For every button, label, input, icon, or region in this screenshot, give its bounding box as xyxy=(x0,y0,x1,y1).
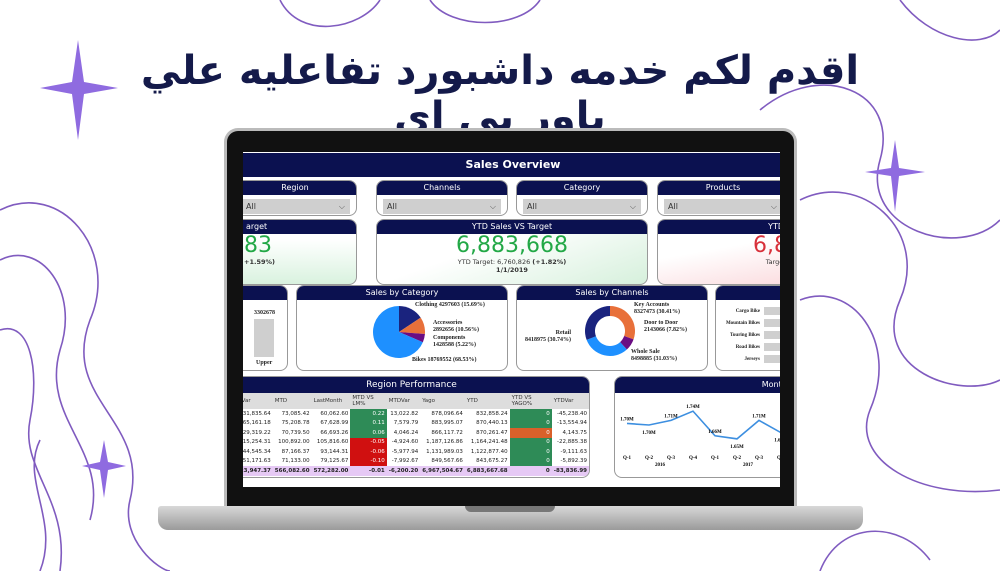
laptop-notch xyxy=(465,506,555,512)
kpi-ytd-sales-vs-target: YTD Sales VS Target 6,883,668 YTD Target: … xyxy=(376,219,648,285)
bar-label: Mountain Bikes xyxy=(725,321,760,326)
chevron-down-icon: ⌵ xyxy=(489,202,496,211)
category-pie xyxy=(373,306,425,358)
x-tick-label: Q-4 xyxy=(777,456,780,461)
bar xyxy=(764,343,780,351)
bar-label: Touring Bikes xyxy=(730,333,760,338)
slice[interactable] xyxy=(620,336,634,350)
x-tick-label: Q-1 xyxy=(711,456,720,461)
bar-label: Road Bikes xyxy=(735,345,760,350)
dashboard-screen: Sales Overview Region All ⌵ Channels All ⌵ C… xyxy=(243,152,780,487)
column-header[interactable]: YTD xyxy=(464,393,510,409)
column-header[interactable]: YTDVar xyxy=(551,393,589,409)
slicer-channels[interactable]: Channels All ⌵ xyxy=(376,180,508,216)
x-tick-label: Q-2 xyxy=(645,456,654,461)
kpi-card-right: YTD6,8Target: xyxy=(657,219,780,285)
dashboard-title: Sales Overview xyxy=(243,153,780,177)
monthly-chart-card: Monthl 1.70MQ-11.70MQ-21.71MQ-31.74MQ-41… xyxy=(614,376,780,478)
x-tick-label: Q-3 xyxy=(755,456,764,461)
data-label: 1.70M xyxy=(642,431,656,436)
bar xyxy=(764,331,780,339)
data-label: 1.74M xyxy=(686,405,700,410)
bar xyxy=(764,319,780,327)
column-header[interactable]: s_Var xyxy=(243,393,273,409)
sales-by-category-card: Sales by Category Clothing 4297603 (15.6… xyxy=(296,285,508,371)
data-label: 1.66M xyxy=(708,430,722,435)
slice[interactable] xyxy=(586,336,627,356)
slicer-region[interactable]: Region All ⌵ xyxy=(243,180,357,216)
column-header[interactable]: Yago xyxy=(420,393,465,409)
bar xyxy=(254,319,274,357)
slice[interactable] xyxy=(585,306,610,340)
channels-donut xyxy=(585,306,635,356)
data-label: 1.67M xyxy=(774,439,780,444)
region-performance-table: s_VarMTDLastMonthMTD VS LM%MTDVarYagoYTD… xyxy=(243,393,589,476)
x-tick-label: Q-3 xyxy=(667,456,676,461)
bar xyxy=(764,307,780,315)
products-bar-card: Cargo Bike Mountain Bikes Touring Bikes Roa… xyxy=(715,285,780,371)
slice[interactable] xyxy=(399,306,421,332)
series-line xyxy=(626,410,780,440)
table-row: 729,319.2270,739.5066,693.260.064,046.24… xyxy=(243,428,587,438)
monthly-line-chart: 1.70M Q-1 1.70M Q-2 1.71M Q-3 1.74M Q-4 1.66M Q-1… xyxy=(620,405,780,468)
slicer-category[interactable]: Category All ⌵ xyxy=(516,180,648,216)
x-tick-label: Q-4 xyxy=(689,456,698,461)
slice[interactable] xyxy=(373,306,423,358)
slice[interactable] xyxy=(610,306,635,340)
chevron-down-icon: ⌵ xyxy=(629,202,636,211)
table-row: 344,545.3487,166.3793,144.31-0.06-5,977.… xyxy=(243,447,587,457)
column-header[interactable]: MTD VS LM% xyxy=(350,393,387,409)
bar xyxy=(764,355,780,363)
slicer-products[interactable]: Products All ⌵ xyxy=(657,180,780,216)
column-header[interactable]: MTD xyxy=(272,393,312,409)
data-label: 1.71M xyxy=(752,414,766,419)
table-row: 315,254.31100,892.00105,816.60-0.05-4,92… xyxy=(243,437,587,447)
table-row: 631,835.6473,085.4260,062.600.2213,022.8… xyxy=(243,409,587,419)
chevron-down-icon: ⌵ xyxy=(770,202,777,211)
x-tick-label: Q-2 xyxy=(733,456,742,461)
data-label: 1.71M xyxy=(664,414,678,419)
bar-label: Jerseys xyxy=(744,357,760,362)
sales-by-channels-card: Sales by Channels Key Accounts 8327473 (3… xyxy=(516,285,708,371)
column-header[interactable]: YTD VS YAGO% xyxy=(509,393,552,409)
year-label: 2016 xyxy=(655,463,666,468)
table-row: 751,171.6371,133.0079,125.67-0.10-7,992.… xyxy=(243,456,587,466)
year-label: 2017 xyxy=(743,463,754,468)
table-total-row: 823,947.37566,082.60572,282.00-0.01-6,20… xyxy=(243,466,589,476)
data-label: 1.65M xyxy=(730,445,744,450)
column-header[interactable]: LastMonth xyxy=(311,393,351,409)
slice[interactable] xyxy=(399,332,425,343)
chevron-down-icon: ⌵ xyxy=(338,202,345,211)
slice[interactable] xyxy=(399,317,425,335)
table-row: 765,161.1875,208.7867,628.990.117,579.79… xyxy=(243,418,587,428)
data-label: 1.70M xyxy=(620,417,634,422)
column-header[interactable]: MTDVar xyxy=(386,393,421,409)
bar-card-left: 3302678 Upper xyxy=(243,285,288,371)
x-tick-label: Q-1 xyxy=(623,456,632,461)
headline: اقدم لكم خدمه داشبورد تفاعليه علي باور ب… xyxy=(140,48,860,140)
bar-label: Cargo Bike xyxy=(735,309,760,314)
kpi-card-left: arget 83 +1.59%) xyxy=(243,219,357,285)
region-performance-card: Region Performance s_VarMTDLastMonthMTD … xyxy=(243,376,590,478)
